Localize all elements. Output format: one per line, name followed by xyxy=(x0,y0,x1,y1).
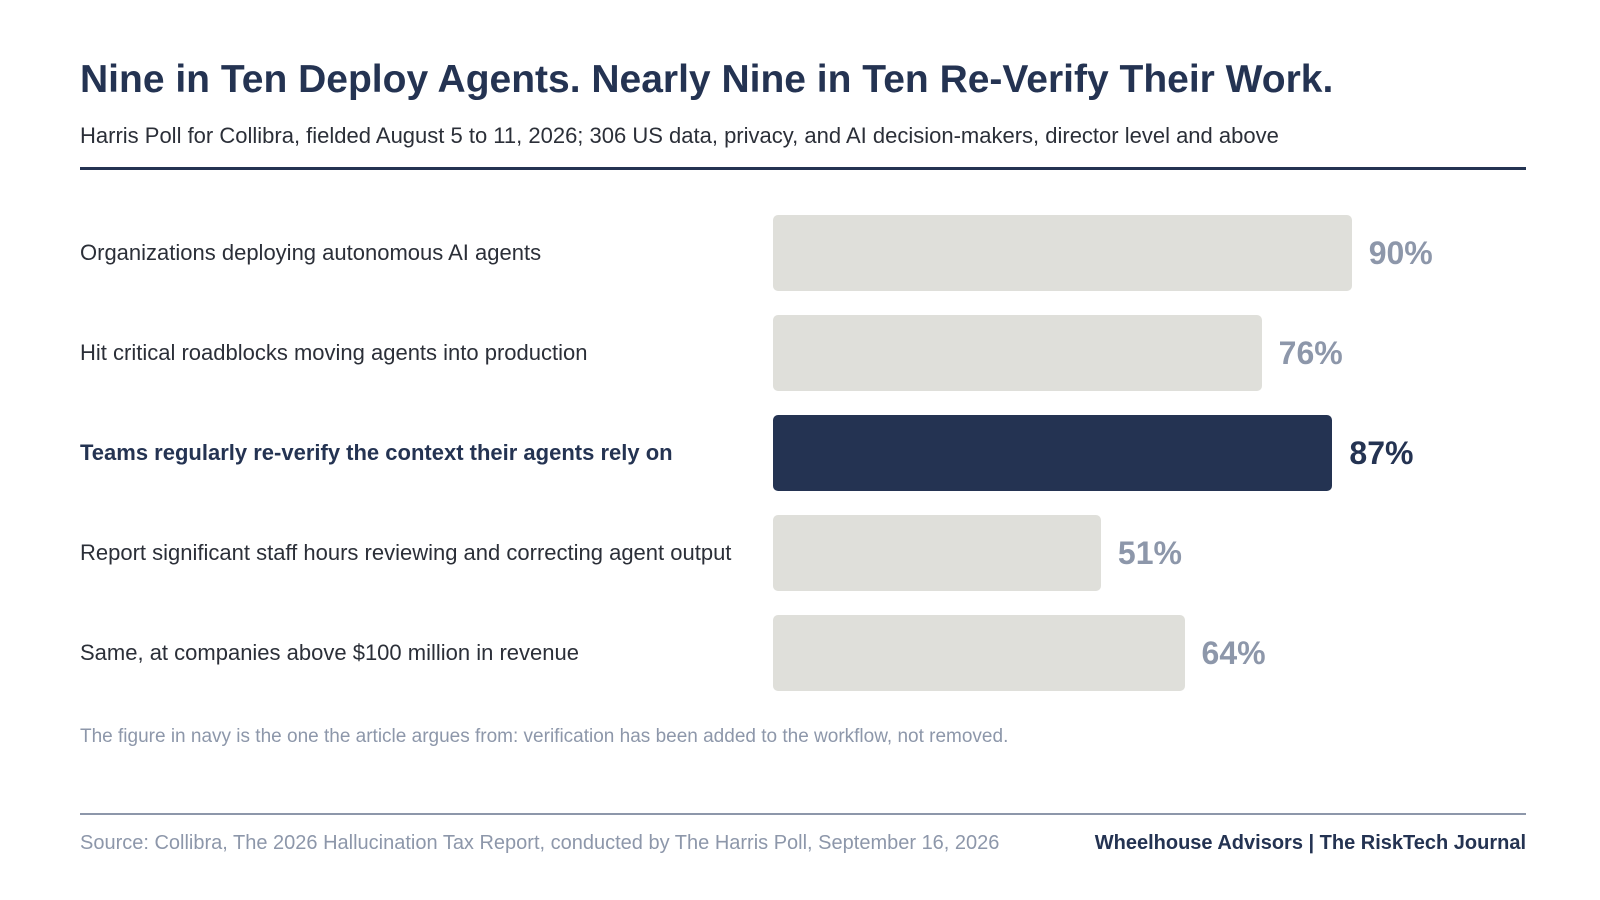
bar xyxy=(773,215,1352,291)
bar xyxy=(773,615,1185,691)
bar-row: Hit critical roadblocks moving agents in… xyxy=(0,315,1600,391)
chart-footnote: The figure in navy is the one the articl… xyxy=(80,726,1009,747)
bar-value-label: 64% xyxy=(1201,634,1266,671)
title-divider xyxy=(80,167,1526,170)
bar-row: Teams regularly re-verify the context th… xyxy=(0,415,1600,491)
category-label: Organizations deploying autonomous AI ag… xyxy=(80,240,542,265)
category-label: Teams regularly re-verify the context th… xyxy=(80,440,673,465)
source-note: Source: Collibra, The 2026 Hallucination… xyxy=(80,832,1000,854)
page-title: Nine in Ten Deploy Agents. Nearly Nine i… xyxy=(80,58,1334,101)
bar-value-label: 51% xyxy=(1117,534,1182,571)
page-subtitle: Harris Poll for Collibra, fielded August… xyxy=(80,123,1279,148)
footer-divider xyxy=(80,813,1526,815)
bar-row: Same, at companies above $100 million in… xyxy=(0,615,1600,691)
category-label: Hit critical roadblocks moving agents in… xyxy=(80,340,588,365)
bar-highlight xyxy=(773,415,1333,491)
bar-row: Organizations deploying autonomous AI ag… xyxy=(0,215,1600,291)
bar-value-label: 87% xyxy=(1349,434,1414,471)
brand-credit: Wheelhouse Advisors | The RiskTech Journ… xyxy=(1094,832,1526,854)
bar-value-label: 76% xyxy=(1278,334,1343,371)
bar xyxy=(773,515,1101,591)
bar xyxy=(773,315,1262,391)
category-label: Same, at companies above $100 million in… xyxy=(80,640,579,665)
bar-value-label: 90% xyxy=(1368,234,1433,271)
category-label: Report significant staff hours reviewing… xyxy=(80,540,732,565)
bar-row: Report significant staff hours reviewing… xyxy=(0,515,1600,591)
